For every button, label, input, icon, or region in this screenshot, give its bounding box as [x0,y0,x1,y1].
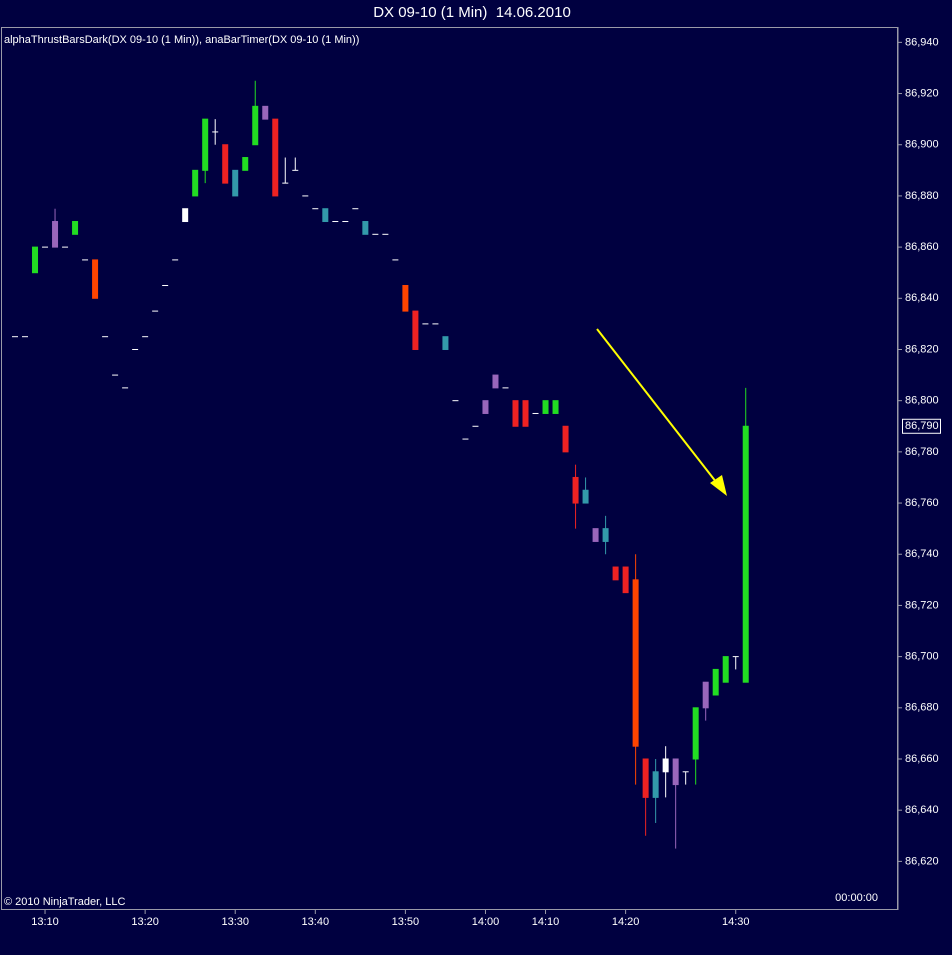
bar-timer: 00:00:00 [835,892,878,904]
y-tick-label: 86,920 [905,87,939,99]
candle-body [362,221,369,235]
y-tick-label: 86,820 [905,343,939,355]
candle-body [242,157,249,171]
candle-body [512,400,519,427]
y-tick-label: 86,700 [905,651,939,663]
indicator-label: alphaThrustBarsDark(DX 09-10 (1 Min)), a… [4,34,359,46]
y-tick-label: 86,660 [905,753,939,765]
candle-body [442,336,449,350]
candle-body [262,105,269,120]
candle-body [662,758,669,773]
candle-body [652,771,659,798]
x-tick-label: 13:40 [302,916,330,928]
candle-body [702,681,709,709]
candle-body [722,656,729,683]
candle-body [52,221,59,248]
y-tick-label: 86,840 [905,292,939,304]
candle-body [492,374,499,389]
candle-body [402,285,409,312]
copyright: © 2010 NinjaTrader, LLC [4,896,125,908]
candle-body [72,221,79,235]
x-tick-label: 13:30 [221,916,249,928]
candle-body [412,310,419,350]
candle-body [692,707,699,760]
candle-body [222,144,229,184]
candle-body [712,668,719,696]
candle-body [482,400,489,414]
chart-title: DX 09-10 (1 Min) 14.06.2010 [373,4,571,21]
y-tick-label: 86,740 [905,548,939,560]
candle-body [32,246,39,274]
y-tick-label: 86,900 [905,139,939,151]
x-tick-label: 13:10 [31,916,59,928]
y-tick-label: 86,620 [905,855,939,867]
y-tick-label: 86,880 [905,190,939,202]
y-tick-label: 86,800 [905,395,939,407]
y-tick-label: 86,860 [905,241,939,253]
y-tick-label: 86,680 [905,702,939,714]
candle-body [612,566,619,581]
x-tick-label: 14:30 [722,916,750,928]
candle-body [602,528,609,542]
x-tick-label: 13:20 [131,916,159,928]
y-tick-label: 86,640 [905,804,939,816]
x-tick-label: 13:50 [392,916,420,928]
x-tick-label: 14:10 [532,916,560,928]
candle-body [202,118,209,171]
candle-body [92,259,99,299]
candle-body [632,579,639,747]
candle-body [542,400,549,414]
annotation-arrow [596,328,721,488]
candle-body [192,169,199,197]
candle-body [232,169,239,197]
arrow-head [710,475,727,496]
candle-body [182,208,189,223]
y-tick-label: 86,760 [905,497,939,509]
candle-body [522,400,529,427]
candle-body [622,566,629,594]
candle-body [252,105,259,146]
y-tick-label: 86,720 [905,599,939,611]
candle-body [322,208,329,223]
candle-body [742,425,749,683]
candle-body [272,118,279,197]
y-tick-label: 86,940 [905,36,939,48]
last-price-label: 86,790 [905,420,939,432]
candle-body [592,528,599,542]
candle-body [572,476,579,504]
candle-body [582,489,589,504]
y-tick-label: 86,780 [905,446,939,458]
candle-body [672,758,679,786]
x-tick-label: 14:00 [472,916,500,928]
candle-body [562,425,569,453]
candle-body [642,758,649,798]
last-price-box [902,418,941,434]
x-tick-label: 14:20 [612,916,640,928]
candle-body [552,400,559,414]
